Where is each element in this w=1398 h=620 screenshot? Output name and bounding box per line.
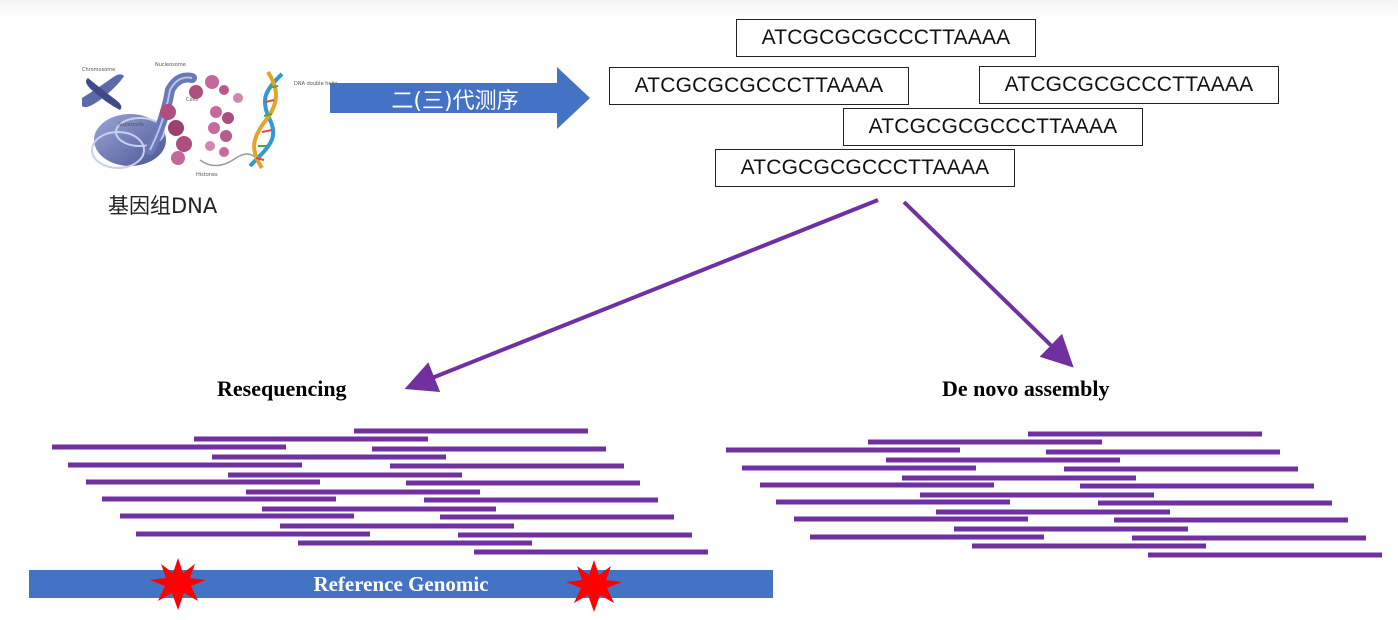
chromosome-icon: [82, 74, 124, 110]
label-double-helix: DNA double helix: [294, 81, 337, 87]
double-helix-icon: [248, 70, 284, 170]
label-supercoils: Supercoils: [118, 122, 144, 128]
window-top-bar: [0, 0, 1398, 18]
de-novo-title: De novo assembly: [942, 376, 1110, 401]
label-coils: Coils: [186, 97, 198, 103]
sequencing-arrow: [330, 67, 590, 129]
variant-star-icon: [150, 558, 206, 610]
sequence-read-box: ATCGCGCGCCCTTAAAA: [715, 149, 1015, 187]
sequencing-arrow-label: 二(三)代测序: [391, 89, 519, 114]
label-histones: Histones: [196, 172, 218, 178]
supercoil-icon: [91, 72, 197, 169]
resequencing-title: Resequencing: [217, 376, 347, 401]
sequence-read-box: ATCGCGCGCCCTTAAAA: [843, 108, 1143, 146]
reference-genome-bar: [29, 570, 773, 598]
genomic-dna-illustration: Chromosome Nucleosome Supercoils Histone…: [82, 62, 337, 178]
arrow-to-de-novo: [902, 200, 1074, 368]
arrow-to-resequencing: [404, 198, 879, 392]
sequence-read-box: ATCGCGCGCCCTTAAAA: [979, 66, 1279, 104]
resequencing-reads: [52, 428, 708, 555]
histones-icon: [199, 85, 257, 167]
dna-figure-labels: Chromosome Nucleosome Supercoils Histone…: [82, 62, 337, 178]
de-novo-reads: [726, 431, 1382, 558]
variant-star-icon: [566, 560, 622, 612]
label-chromosome: Chromosome: [82, 67, 115, 73]
nucleosome-icon: [160, 75, 219, 165]
label-nucleosome: Nucleosome: [155, 62, 186, 68]
sequence-read-box: ATCGCGCGCCCTTAAAA: [736, 19, 1036, 57]
genomic-dna-caption: 基因组DNA: [108, 194, 218, 218]
sequence-read-box: ATCGCGCGCCCTTAAAA: [609, 67, 909, 105]
reference-genome-label: Reference Genomic: [313, 571, 489, 596]
